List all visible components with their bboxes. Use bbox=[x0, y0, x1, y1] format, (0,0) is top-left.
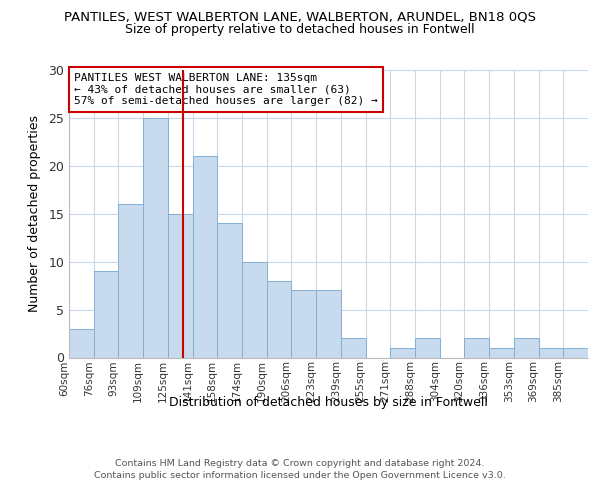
Bar bbox=[341, 338, 365, 357]
Bar bbox=[267, 281, 292, 357]
Bar bbox=[242, 262, 267, 358]
Bar bbox=[514, 338, 539, 357]
Text: PANTILES, WEST WALBERTON LANE, WALBERTON, ARUNDEL, BN18 0QS: PANTILES, WEST WALBERTON LANE, WALBERTON… bbox=[64, 11, 536, 24]
Bar bbox=[193, 156, 217, 358]
Bar bbox=[168, 214, 193, 358]
Y-axis label: Number of detached properties: Number of detached properties bbox=[28, 116, 41, 312]
Bar bbox=[118, 204, 143, 358]
Bar bbox=[292, 290, 316, 358]
Text: PANTILES WEST WALBERTON LANE: 135sqm
← 43% of detached houses are smaller (63)
5: PANTILES WEST WALBERTON LANE: 135sqm ← 4… bbox=[74, 73, 378, 106]
Bar bbox=[94, 271, 118, 358]
Bar bbox=[316, 290, 341, 358]
Bar bbox=[539, 348, 563, 358]
Bar bbox=[143, 118, 168, 358]
Bar bbox=[489, 348, 514, 358]
Bar bbox=[563, 348, 588, 358]
Bar bbox=[415, 338, 440, 357]
Text: Size of property relative to detached houses in Fontwell: Size of property relative to detached ho… bbox=[125, 24, 475, 36]
Bar bbox=[217, 224, 242, 358]
Bar bbox=[390, 348, 415, 358]
Bar bbox=[464, 338, 489, 357]
Text: Contains public sector information licensed under the Open Government Licence v3: Contains public sector information licen… bbox=[94, 472, 506, 480]
Text: Contains HM Land Registry data © Crown copyright and database right 2024.: Contains HM Land Registry data © Crown c… bbox=[115, 460, 485, 468]
Bar bbox=[69, 329, 94, 358]
Text: Distribution of detached houses by size in Fontwell: Distribution of detached houses by size … bbox=[169, 396, 488, 409]
